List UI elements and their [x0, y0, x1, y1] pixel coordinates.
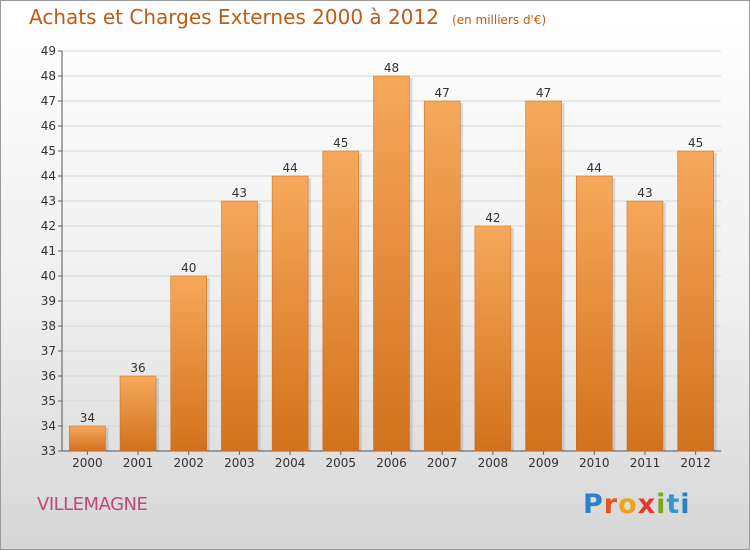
- chart-title: Achats et Charges Externes 2000 à 2012: [29, 5, 439, 29]
- bar: [576, 175, 613, 452]
- title-row: Achats et Charges Externes 2000 à 2012 (…: [29, 5, 546, 29]
- bar: [271, 175, 309, 452]
- x-tick-label: 2009: [528, 456, 559, 470]
- y-tick-label: 40: [41, 269, 56, 283]
- bar: [119, 375, 157, 452]
- x-tick-labels: 2000 2001 2002 2003 2004 2005 2006 2007 2008 2009…: [72, 451, 711, 470]
- bar: [474, 225, 512, 452]
- y-tick-label: 47: [41, 94, 56, 108]
- x-tick-label: 2011: [630, 456, 661, 470]
- y-tick-label: 36: [41, 369, 56, 383]
- y-tick-label: 38: [41, 319, 56, 333]
- chart-unit-note: (en milliers d'€): [452, 13, 547, 27]
- bar: [170, 275, 207, 452]
- bar: [626, 200, 664, 452]
- data-label: 47: [536, 86, 551, 100]
- y-tick-label: 43: [41, 194, 56, 208]
- y-tick-label: 46: [41, 119, 56, 133]
- x-tick-label: 2001: [123, 456, 154, 470]
- y-tick-label: 39: [41, 294, 56, 308]
- data-labels: 34 36 40 43 44 45 48 47 42 47 44 43 45: [80, 61, 704, 425]
- bar: [69, 425, 106, 452]
- data-label: 48: [384, 61, 399, 75]
- bar: [322, 150, 360, 452]
- data-label: 45: [333, 136, 348, 150]
- commune-name: VILLEMAGNE: [37, 494, 148, 515]
- y-tick-label: 45: [41, 144, 56, 158]
- y-tick-label: 49: [41, 44, 56, 58]
- data-label: 47: [435, 86, 450, 100]
- x-tick-label: 2004: [275, 456, 306, 470]
- bar: [221, 200, 258, 452]
- data-label: 42: [485, 211, 500, 225]
- y-tick-label: 35: [41, 394, 56, 408]
- y-tick-label: 33: [41, 444, 56, 458]
- bars: [69, 75, 717, 452]
- data-label: 36: [130, 361, 145, 375]
- x-tick-label: 2000: [72, 456, 103, 470]
- bar: [677, 150, 714, 452]
- proxiti-logo: Proxiti: [583, 489, 691, 520]
- x-tick-label: 2012: [680, 456, 711, 470]
- data-label: 43: [637, 186, 652, 200]
- y-tick-label: 34: [41, 419, 56, 433]
- x-tick-label: 2005: [326, 456, 357, 470]
- y-tick-labels: 33 34 35 36 37 38 39 40 41 42 43 44 45 46 47 48 49: [41, 44, 56, 458]
- bar: [423, 100, 461, 452]
- bar: [373, 75, 410, 452]
- y-tick-label: 42: [41, 219, 56, 233]
- y-tick-label: 41: [41, 244, 56, 258]
- data-label: 43: [232, 186, 247, 200]
- x-tick-label: 2002: [173, 456, 204, 470]
- y-tick-label: 44: [41, 169, 56, 183]
- x-tick-label: 2008: [478, 456, 509, 470]
- data-label: 44: [587, 161, 602, 175]
- data-label: 40: [181, 261, 196, 275]
- y-tick-label: 37: [41, 344, 56, 358]
- data-label: 34: [80, 411, 95, 425]
- x-tick-label: 2007: [427, 456, 458, 470]
- data-label: 45: [688, 136, 703, 150]
- x-tick-label: 2003: [224, 456, 255, 470]
- data-label: 44: [282, 161, 297, 175]
- x-tick-label: 2006: [376, 456, 407, 470]
- y-tick-label: 48: [41, 69, 56, 83]
- bar: [525, 100, 562, 452]
- x-tick-label: 2010: [579, 456, 610, 470]
